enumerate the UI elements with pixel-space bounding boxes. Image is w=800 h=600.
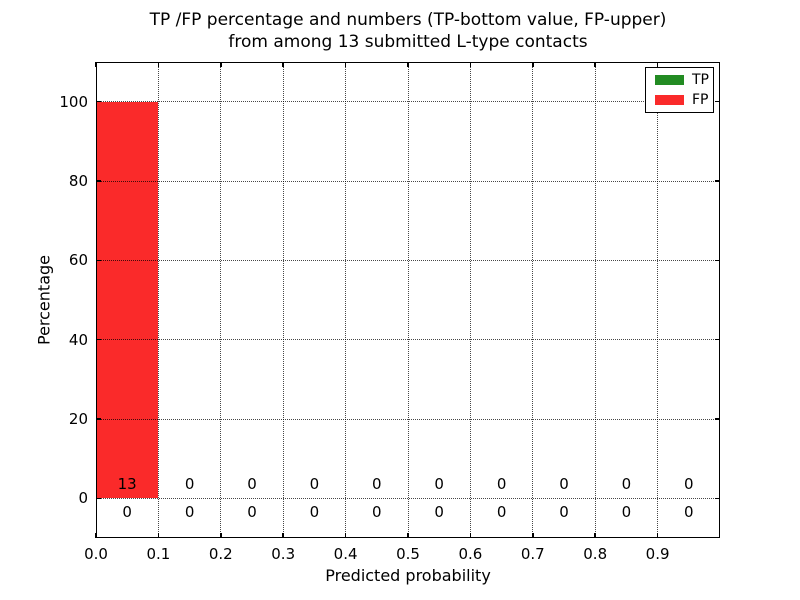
gridline-vertical xyxy=(657,62,659,538)
count-label-lower-tp: 0 xyxy=(434,502,444,521)
x-tick-mark-bottom xyxy=(532,533,534,538)
count-label-upper-fp: 0 xyxy=(559,475,569,494)
legend-label: FP xyxy=(692,92,709,108)
x-tick-mark-bottom xyxy=(95,533,97,538)
x-tick-mark-top xyxy=(344,62,347,67)
gridline-vertical xyxy=(220,62,222,538)
count-label-lower-tp: 0 xyxy=(309,502,320,521)
x-tick-mark-bottom xyxy=(407,533,409,538)
y-tick-mark-right xyxy=(715,338,720,341)
count-label-lower-tp: 0 xyxy=(684,502,694,521)
y-tick-mark-left xyxy=(96,338,101,341)
y-tick-label: 0 xyxy=(78,489,88,508)
legend-item-tp: TP xyxy=(655,72,709,88)
x-tick-label: 0.0 xyxy=(84,545,108,563)
y-tick-label: 40 xyxy=(68,330,88,349)
x-tick-label: 0.5 xyxy=(396,545,420,563)
y-tick-mark-left xyxy=(96,259,101,262)
legend-item-fp: FP xyxy=(655,92,709,108)
x-tick-label: 0.8 xyxy=(583,545,608,563)
x-tick-mark-top xyxy=(594,62,596,67)
legend-swatch-tp xyxy=(655,75,684,85)
gridline-vertical xyxy=(282,62,284,538)
count-label-lower-tp: 0 xyxy=(496,502,507,521)
gridline-vertical xyxy=(469,62,471,538)
x-tick-mark-top xyxy=(157,62,160,67)
x-tick-mark-bottom xyxy=(220,533,222,538)
x-tick-label: 0.7 xyxy=(520,545,545,563)
y-tick-label: 100 xyxy=(59,92,88,111)
y-tick-mark-right xyxy=(715,259,720,262)
x-tick-label: 0.3 xyxy=(271,545,296,563)
x-tick-mark-top xyxy=(656,62,659,67)
count-label-lower-tp: 0 xyxy=(122,502,132,521)
y-tick-mark-right xyxy=(715,180,720,182)
bar-fp xyxy=(96,101,159,499)
y-tick-mark-right xyxy=(715,100,720,103)
x-tick-label: 0.4 xyxy=(333,545,358,563)
count-label-upper-fp: 13 xyxy=(117,475,137,494)
count-label-upper-fp: 0 xyxy=(434,475,444,494)
x-tick-mark-bottom xyxy=(344,533,347,538)
y-tick-label: 80 xyxy=(68,172,88,190)
gridline-vertical xyxy=(532,62,534,538)
count-label-upper-fp: 0 xyxy=(621,475,632,494)
x-tick-mark-bottom xyxy=(282,533,284,538)
y-tick-label: 60 xyxy=(68,251,88,270)
x-tick-mark-top xyxy=(282,62,284,67)
count-label-lower-tp: 0 xyxy=(184,502,195,521)
y-tick-mark-left xyxy=(96,418,101,420)
x-tick-label: 0.1 xyxy=(146,545,171,563)
count-label-upper-fp: 0 xyxy=(247,475,257,494)
x-tick-mark-bottom xyxy=(656,533,659,538)
x-axis-label: Predicted probability xyxy=(325,566,491,585)
y-tick-mark-right xyxy=(715,497,720,500)
x-tick-mark-top xyxy=(469,62,472,67)
count-label-lower-tp: 0 xyxy=(559,502,569,521)
y-tick-mark-left xyxy=(96,100,101,103)
y-tick-mark-left xyxy=(96,180,101,182)
gridline-vertical xyxy=(407,62,409,538)
count-label-lower-tp: 0 xyxy=(621,502,632,521)
count-label-upper-fp: 0 xyxy=(184,475,195,494)
count-label-lower-tp: 0 xyxy=(372,502,382,521)
x-tick-mark-top xyxy=(220,62,222,67)
x-tick-mark-bottom xyxy=(157,533,160,538)
x-tick-mark-top xyxy=(407,62,409,67)
x-tick-label: 0.6 xyxy=(458,545,483,563)
x-tick-mark-top xyxy=(532,62,534,67)
y-tick-mark-left xyxy=(96,497,101,500)
x-tick-mark-top xyxy=(95,62,97,67)
x-tick-mark-bottom xyxy=(469,533,472,538)
legend-label: TP xyxy=(692,72,709,88)
gridline-vertical xyxy=(157,62,159,538)
y-tick-label: 20 xyxy=(68,410,88,428)
count-label-upper-fp: 0 xyxy=(684,475,694,494)
plot-area: 0 0 0 0 0 0 0 0 0 0 13 0 0 0 0 0 0 0 0 0 xyxy=(95,62,720,538)
legend-swatch-fp xyxy=(655,95,684,105)
count-label-lower-tp: 0 xyxy=(247,502,257,521)
gridline-vertical xyxy=(345,62,347,538)
legend: TP FP xyxy=(645,67,714,113)
count-label-upper-fp: 0 xyxy=(496,475,507,494)
x-tick-mark-bottom xyxy=(594,533,596,538)
count-label-upper-fp: 0 xyxy=(309,475,320,494)
x-tick-label: 0.2 xyxy=(208,545,233,563)
gridline-vertical xyxy=(594,62,596,538)
chart-title: TP /FP percentage and numbers (TP-bottom… xyxy=(149,10,667,52)
y-tick-mark-right xyxy=(715,418,720,420)
x-tick-label: 0.9 xyxy=(645,545,670,563)
axes-border xyxy=(96,62,720,538)
count-label-upper-fp: 0 xyxy=(372,475,382,494)
